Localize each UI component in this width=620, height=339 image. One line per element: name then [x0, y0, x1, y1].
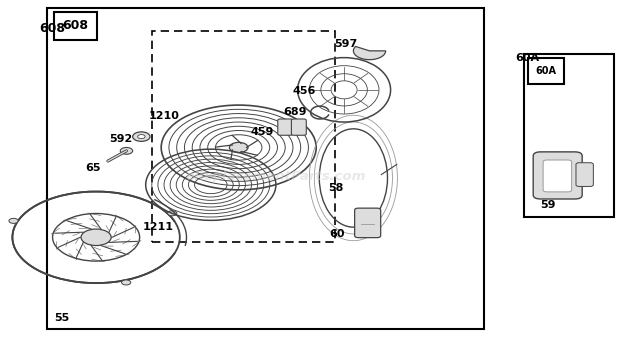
Text: 1211: 1211 [143, 222, 174, 232]
Text: 59: 59 [541, 200, 556, 210]
FancyBboxPatch shape [291, 119, 306, 135]
Text: 60A: 60A [535, 66, 556, 76]
Circle shape [9, 218, 18, 223]
Text: 459: 459 [250, 126, 274, 137]
FancyBboxPatch shape [576, 163, 593, 186]
Circle shape [138, 135, 145, 139]
Text: 456: 456 [292, 85, 316, 96]
Circle shape [81, 229, 111, 245]
Wedge shape [353, 46, 386, 60]
Circle shape [120, 147, 133, 154]
FancyBboxPatch shape [355, 208, 381, 238]
Text: 608: 608 [63, 19, 89, 32]
Circle shape [167, 211, 177, 216]
Text: 592: 592 [109, 134, 133, 144]
Text: 1210: 1210 [149, 111, 180, 121]
FancyBboxPatch shape [543, 160, 572, 192]
Text: 58: 58 [329, 183, 343, 193]
Text: 60A: 60A [515, 53, 539, 63]
Text: 60: 60 [329, 229, 345, 239]
Circle shape [122, 280, 131, 285]
FancyBboxPatch shape [278, 119, 293, 135]
Text: 689: 689 [283, 107, 307, 117]
Bar [54, 12, 97, 40]
Text: 608: 608 [40, 22, 66, 35]
Bar [524, 54, 614, 217]
Circle shape [229, 142, 248, 153]
Circle shape [133, 132, 150, 141]
Bar [152, 31, 335, 242]
Text: eReplacementParts.com: eReplacementParts.com [186, 170, 366, 183]
Bar [528, 58, 564, 84]
FancyBboxPatch shape [533, 152, 582, 199]
Text: 597: 597 [334, 39, 357, 49]
Text: 55: 55 [55, 313, 69, 323]
Text: 65: 65 [86, 163, 100, 173]
Bar [46, 8, 484, 329]
